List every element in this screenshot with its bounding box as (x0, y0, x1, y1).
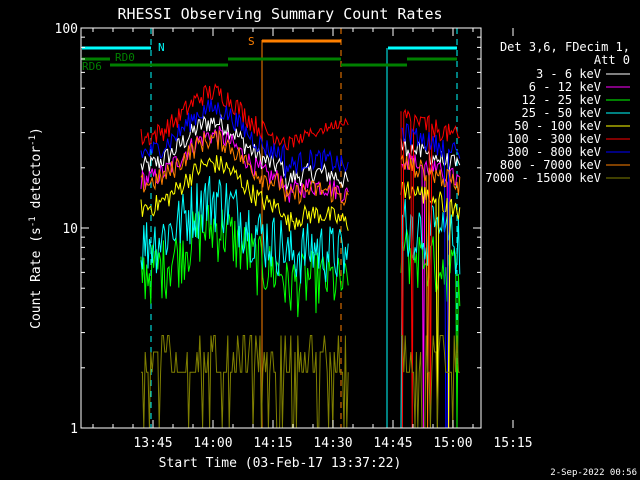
x-tick-label-2: 14:00 (193, 436, 232, 451)
chart-title: RHESSI Observing Summary Count Rates (117, 5, 442, 23)
flag-label-s: S (248, 35, 255, 48)
plot-area: N S RD0 RD6 (82, 28, 461, 429)
legend-label-4: 25 - 50 keV (522, 106, 601, 120)
legend-label-3: 12 - 25 keV (522, 93, 601, 107)
y-axis-label: Count Rate (s-1 detector-1) (28, 127, 44, 329)
y-axis-label-sup2: -1 (28, 135, 38, 146)
series-line-7-seg-1 (140, 99, 349, 179)
legend-label-9: 7000 - 15000 keV (485, 171, 601, 185)
y-axis-label-sup: -1 (28, 216, 38, 227)
series-line-5-seg-1 (140, 155, 349, 232)
series-line-1-seg-1 (140, 114, 349, 191)
legend-label-7: 300 - 800 keV (507, 145, 601, 159)
legend-header-1: Det 3,6, FDecim 1, (500, 40, 630, 54)
flag-label-n: N (158, 41, 165, 54)
legend-label-5: 50 - 100 keV (514, 119, 601, 133)
series-line-8-seg-2 (400, 154, 461, 429)
y-axis-label-main: Count Rate (s (29, 227, 44, 329)
footer-timestamp: 2-Sep-2022 00:56 (550, 468, 637, 478)
axes: 13:45 14:00 14:15 14:30 14:45 15:00 15:15 1 10 10… (55, 22, 533, 451)
legend-label-2: 6 - 12 keV (529, 80, 601, 94)
x-axis-label: Start Time (03-Feb-17 13:37:22) (159, 456, 402, 471)
x-tick-label-6: 15:00 (433, 436, 472, 451)
series-line-8-seg-1 (140, 130, 349, 207)
flag-label-rd0: RD0 (115, 51, 135, 64)
series-line-2-seg-1 (140, 126, 349, 204)
legend-header-2: Att 0 (594, 53, 630, 67)
series-line-6-seg-1 (140, 82, 349, 151)
x-tick-label-7: 15:15 (493, 436, 532, 451)
y-tick-label-3: 100 (55, 22, 78, 37)
flag-label-rd6: RD6 (82, 60, 102, 73)
series-line-9-seg-1 (141, 335, 349, 429)
legend-label-1: 3 - 6 keV (536, 67, 601, 81)
y-axis-label-end: ) (29, 127, 44, 135)
legend-label-8: 800 - 7000 keV (500, 158, 601, 172)
x-tick-label-4: 14:30 (313, 436, 352, 451)
y-axis-label-tail: detector (29, 146, 44, 217)
series-line-4-seg-1 (140, 176, 349, 284)
series-line-7-seg-2 (400, 123, 461, 429)
legend-label-6: 100 - 300 keV (507, 132, 601, 146)
y-tick-label-1: 1 (70, 422, 78, 437)
x-tick-label-3: 14:15 (253, 436, 292, 451)
y-tick-label-2: 10 (62, 222, 78, 237)
series-line-3-seg-1 (140, 204, 349, 318)
x-tick-label-1: 13:45 (133, 436, 172, 451)
x-tick-label-5: 14:45 (373, 436, 412, 451)
